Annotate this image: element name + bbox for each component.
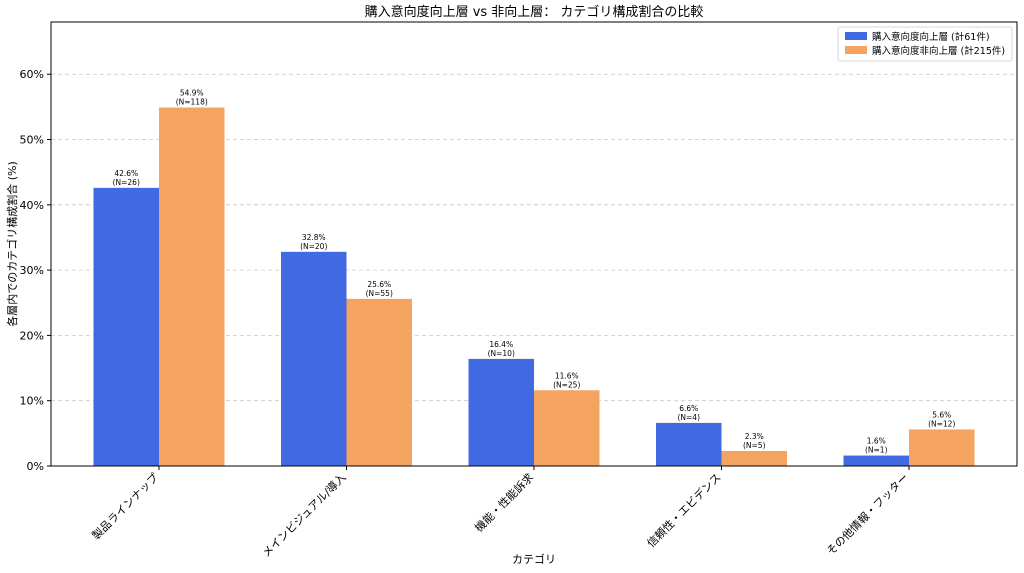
bar-value-label: 32.8%	[302, 233, 326, 242]
legend-swatch-series-1	[845, 32, 867, 40]
bar-value-label: 5.6%	[932, 410, 951, 419]
bar-series-2-3	[534, 390, 600, 466]
bar-series-1-5	[843, 455, 909, 466]
bar-count-label: (N=12)	[928, 419, 955, 428]
legend-label-series-1: 購入意向度向上層 (計61件)	[872, 31, 990, 43]
bar-value-label: 16.4%	[489, 340, 513, 349]
x-tick-label: 信頼性・エビデンス	[644, 470, 724, 550]
bars	[93, 107, 975, 467]
bar-labels: 42.6%(N=26)54.9%(N=118)32.8%(N=20)25.6%(…	[113, 89, 956, 455]
bar-series-2-1	[159, 107, 225, 467]
bar-value-label: 25.6%	[367, 280, 391, 289]
legend: 購入意向度向上層 (計61件) 購入意向度非向上層 (計215件)	[837, 26, 1013, 62]
bar-value-label: 2.3%	[745, 432, 764, 441]
bar-value-label: 11.6%	[555, 371, 579, 380]
y-tick-label: 0%	[27, 460, 44, 473]
bar-count-label: (N=55)	[366, 289, 393, 298]
bar-count-label: (N=4)	[677, 413, 700, 422]
bar-count-label: (N=1)	[865, 446, 888, 455]
y-axis-title: 各層内でのカテゴリ構成割合 (%)	[5, 161, 19, 327]
y-tick-label: 40%	[20, 199, 44, 212]
y-tick-label: 30%	[20, 264, 44, 277]
x-axis-title: カテゴリ	[512, 552, 556, 566]
x-tick-label: その他情報・フッター	[824, 471, 911, 558]
bar-count-label: (N=25)	[553, 380, 580, 389]
y-tick-label: 60%	[20, 68, 44, 81]
bar-count-label: (N=20)	[300, 242, 327, 251]
bar-count-label: (N=5)	[743, 441, 766, 450]
y-tick-label: 20%	[20, 329, 44, 342]
x-tick-label: メインビジュアル/導入	[259, 470, 349, 560]
bar-value-label: 1.6%	[867, 437, 886, 446]
bar-series-2-2	[346, 298, 412, 466]
bar-count-label: (N=118)	[176, 98, 208, 107]
legend-swatch-series-2	[845, 46, 867, 54]
legend-label-series-2: 購入意向度非向上層 (計215件)	[872, 45, 1005, 57]
bar-count-label: (N=26)	[113, 178, 140, 187]
bar-count-label: (N=10)	[488, 349, 515, 358]
y-tick-label: 50%	[20, 134, 44, 147]
bar-series-1-4	[656, 422, 722, 466]
bar-value-label: 54.9%	[180, 89, 204, 98]
x-tick-label: 製品ラインナップ	[89, 470, 161, 542]
x-tick-label: 機能・性能訴求	[472, 470, 536, 534]
bar-series-2-5	[909, 429, 975, 466]
y-tick-label: 10%	[20, 395, 44, 408]
bar-series-1-1	[93, 187, 159, 467]
y-ticks: 0% 10% 20% 30% 40% 50% 60%	[20, 68, 51, 473]
bar-value-label: 6.6%	[679, 404, 698, 413]
chart-title: 購入意向度向上層 vs 非向上層： カテゴリ構成割合の比較	[365, 4, 704, 20]
legend-box	[837, 26, 1013, 62]
bar-series-1-2	[281, 251, 347, 466]
bar-value-label: 42.6%	[114, 169, 138, 178]
bar-series-1-3	[468, 358, 534, 466]
x-ticks: 製品ラインナップ メインビジュアル/導入 機能・性能訴求 信頼性・エビデンス その他情報…	[89, 466, 911, 560]
bar-series-2-4	[721, 450, 787, 466]
